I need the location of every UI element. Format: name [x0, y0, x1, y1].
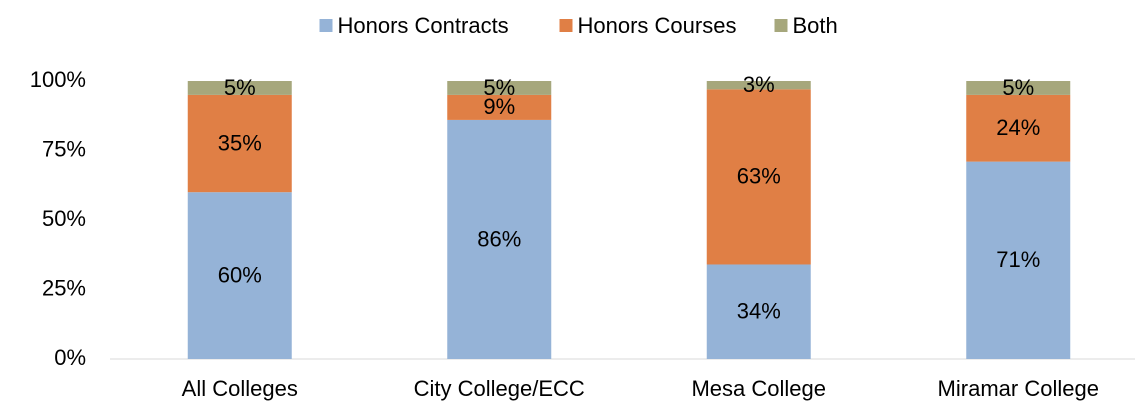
- bar-segment: [706, 89, 811, 265]
- y-tick-label: 50%: [42, 206, 86, 231]
- legend-swatch: [559, 19, 573, 32]
- data-label: 60%: [218, 262, 262, 287]
- legend-label: Honors Contracts: [338, 13, 509, 38]
- data-label: 71%: [996, 247, 1040, 272]
- y-tick-label: 75%: [42, 136, 86, 161]
- data-label: 86%: [477, 226, 521, 251]
- data-label: 5%: [224, 75, 256, 100]
- x-tick-label: Miramar College: [938, 376, 1099, 401]
- bar-segment: [966, 161, 1071, 359]
- x-tick-label: Mesa College: [691, 376, 826, 401]
- legend-swatch: [319, 19, 333, 32]
- data-label: 24%: [996, 115, 1040, 140]
- legend-label: Honors Courses: [578, 13, 737, 38]
- legend-label: Both: [793, 13, 838, 38]
- data-label: 35%: [218, 130, 262, 155]
- bar-segment: [447, 119, 552, 359]
- x-tick-label: City College/ECC: [414, 376, 585, 401]
- bar-segment: [706, 264, 811, 359]
- x-tick-label: All Colleges: [182, 376, 298, 401]
- bar-segment: [447, 94, 552, 120]
- data-label: 5%: [483, 75, 515, 100]
- data-label: 5%: [1002, 75, 1034, 100]
- bar-segment: [187, 192, 292, 359]
- bar-segment: [966, 94, 1071, 162]
- data-label: 63%: [737, 164, 781, 189]
- data-label: 9%: [483, 94, 515, 119]
- bar-segment: [706, 81, 811, 90]
- bar-segment: [966, 81, 1071, 95]
- y-tick-label: 25%: [42, 275, 86, 300]
- bar-segment: [187, 94, 292, 193]
- data-label: 34%: [737, 299, 781, 324]
- data-label: 3%: [743, 72, 775, 97]
- y-tick-label: 0%: [54, 345, 86, 370]
- bar-segment: [447, 81, 552, 95]
- y-tick-label: 100%: [30, 67, 86, 92]
- legend-swatch: [774, 19, 788, 32]
- bar-segment: [187, 81, 292, 95]
